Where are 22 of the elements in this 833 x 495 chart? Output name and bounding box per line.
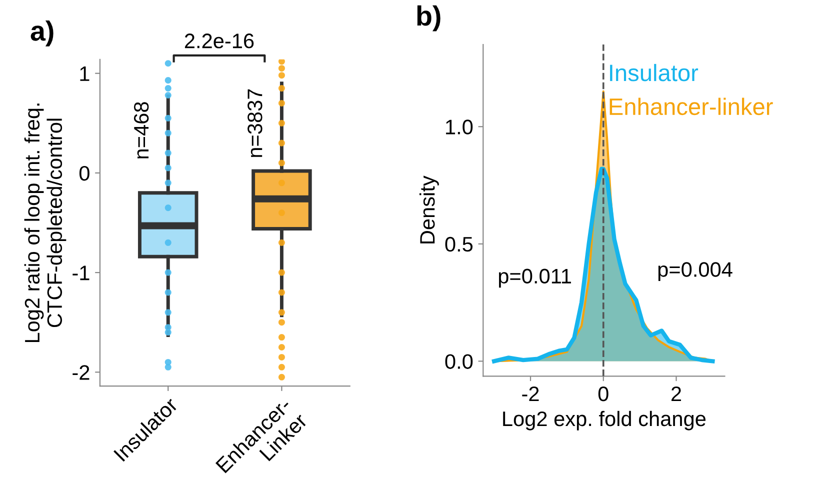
x-tick-label: -2 xyxy=(522,386,539,402)
chart-title: a) xyxy=(30,20,54,46)
annotation: p=0.011 xyxy=(498,268,571,288)
y-axis-title: Log2 ratio of loop int. freq. CTCF-depleted/control xyxy=(24,104,66,342)
x-tick-label: 2 xyxy=(672,386,681,402)
x-axis-title: Log2 exp. fold change xyxy=(503,410,706,430)
y-tick-label: 1.0 xyxy=(446,120,473,134)
y-tick-label: -1 xyxy=(72,266,90,280)
y-tick-label: -2 xyxy=(72,365,90,380)
annotation: n=3837 xyxy=(248,89,262,157)
y-tick-label: 0.5 xyxy=(445,236,473,252)
y-tick-label: 0.0 xyxy=(445,354,473,369)
y-tick-label: 1 xyxy=(80,66,90,81)
y-tick-label: 0 xyxy=(79,166,90,181)
text: Insulator xyxy=(610,64,698,82)
annotation: p=0.004 xyxy=(658,262,732,282)
chart-title: b) xyxy=(417,5,440,32)
series-label: Enhancer-linker xyxy=(610,98,773,116)
y-axis-title: Density xyxy=(419,176,439,244)
text: 2.2e-16 xyxy=(184,34,254,48)
x-tick-label: 0 xyxy=(598,386,608,402)
annotation: n=468 xyxy=(134,102,149,158)
